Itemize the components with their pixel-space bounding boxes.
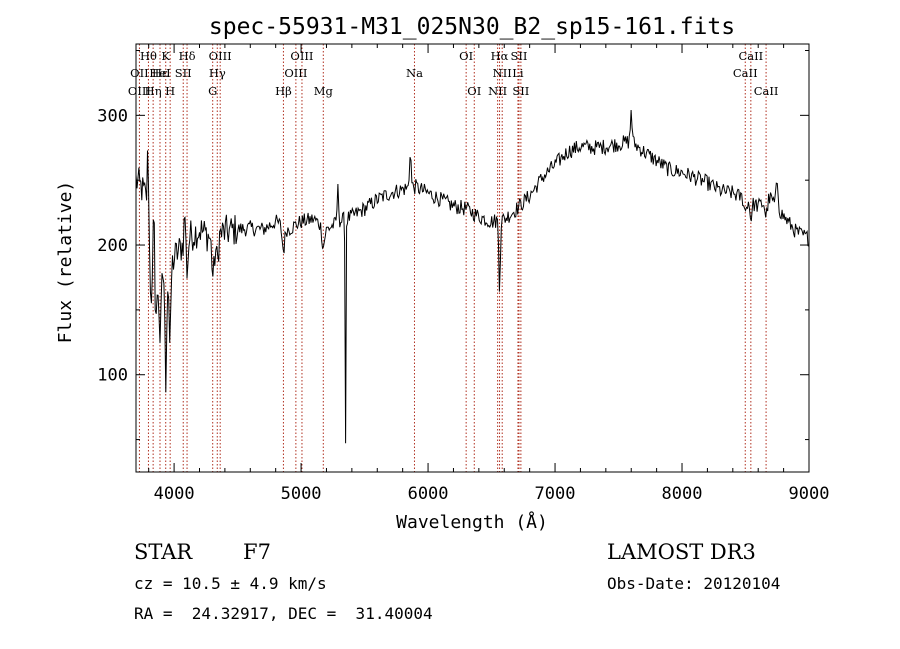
y-axis-ticks: 100 200 300 — [97, 49, 809, 441]
spectral-line-label: CaII — [733, 66, 758, 80]
spectrum-trace — [135, 109, 810, 444]
redshift-value: cz = 10.5 ± 4.9 km/s — [134, 574, 327, 593]
spectral-line-label: OIII — [284, 66, 307, 80]
x-axis-label: Wavelength (Å) — [396, 511, 548, 533]
x-tick-label: 9000 — [789, 484, 830, 504]
spectral-line-label: Hβ — [275, 84, 292, 98]
object-class: STAR — [134, 540, 193, 564]
spectral-line-label: Hδ — [179, 49, 196, 63]
spectral-line-label: SII — [512, 84, 529, 98]
spectral-line-label: Hα — [491, 49, 509, 63]
chart-title: spec-55931-M31_025N30_B2_sp15-161.fits — [209, 14, 735, 40]
observation-date: Obs-Date: 20120104 — [607, 574, 781, 593]
spectral-line-label: NII — [493, 66, 512, 80]
coordinates: RA = 24.32917, DEC = 31.40004 — [134, 604, 433, 623]
x-tick-label: 5000 — [281, 484, 322, 504]
spectral-line-label: OIII — [290, 49, 313, 63]
spectral-line-label: CaII — [754, 84, 779, 98]
spectral-line-label: Na — [406, 66, 423, 80]
spectral-line-label: Hη — [145, 84, 162, 98]
spectral-line-label: HeI — [149, 66, 170, 80]
spectral-line-label: NII — [488, 84, 507, 98]
x-tick-label: 8000 — [662, 484, 703, 504]
plot-frame — [135, 43, 810, 473]
y-tick-label: 100 — [97, 366, 128, 386]
object-subclass: F7 — [243, 540, 271, 564]
spectral-line-label: OI — [459, 49, 473, 63]
spectral-line-label: OIII — [209, 49, 232, 63]
x-tick-label: 6000 — [408, 484, 449, 504]
spectral-line-label: H — [165, 84, 175, 98]
spectral-line-label: Hγ — [209, 66, 226, 80]
spectral-line-label: SII — [175, 66, 192, 80]
x-tick-label: 7000 — [535, 484, 576, 504]
spectral-line-label: Hθ — [140, 49, 157, 63]
spectral-line-label: Hε — [152, 66, 168, 80]
spectral-line-label: K — [161, 49, 170, 63]
spectral-line-label: OIII — [128, 84, 151, 98]
spectral-line-label: Mg — [314, 84, 334, 98]
survey-name: LAMOST DR3 — [607, 540, 756, 564]
y-axis-label: Flux (relative) — [55, 181, 76, 344]
spectral-line-label: OI — [467, 84, 481, 98]
spectral-line-label: OII — [130, 66, 149, 80]
y-tick-label: 300 — [97, 106, 128, 126]
spectral-line-label: Li — [512, 66, 524, 80]
spectral-line-label: G — [208, 84, 217, 98]
x-axis-ticks: 4000 5000 6000 7000 8000 9000 — [148, 44, 830, 504]
x-tick-label: 4000 — [154, 484, 195, 504]
spectral-line-label: SII — [510, 49, 527, 63]
spectral-line-markers — [138, 44, 767, 472]
y-tick-label: 200 — [97, 236, 128, 256]
spectral-line-label: CaII — [738, 49, 763, 63]
